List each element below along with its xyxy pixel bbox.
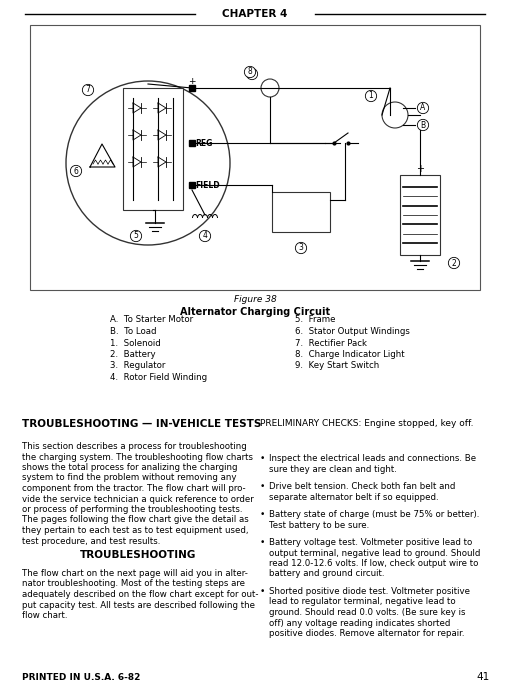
Text: the charging system. The troubleshooting flow charts: the charging system. The troubleshooting… [22, 453, 252, 462]
Text: 5: 5 [133, 232, 138, 240]
Text: sure they are clean and tight.: sure they are clean and tight. [268, 464, 396, 473]
Text: component from the tractor. The flow chart will pro-: component from the tractor. The flow cha… [22, 484, 245, 493]
Text: flow chart.: flow chart. [22, 611, 67, 620]
Text: B.  To Load: B. To Load [110, 327, 156, 336]
Text: system to find the problem without removing any: system to find the problem without remov… [22, 473, 236, 482]
Text: +: + [415, 164, 423, 174]
Bar [123, 88, 183, 210]
Text: 4.  Rotor Field Winding: 4. Rotor Field Winding [110, 373, 207, 382]
Text: 1: 1 [368, 91, 373, 100]
Text: This section describes a process for troubleshooting: This section describes a process for tro… [22, 442, 246, 451]
Text: The flow chart on the next page will aid you in alter-: The flow chart on the next page will aid… [22, 569, 247, 578]
Text: lead to regulator terminal, negative lead to: lead to regulator terminal, negative lea… [268, 598, 455, 607]
Text: Alternator Charging Circuit: Alternator Charging Circuit [180, 307, 329, 317]
Text: separate alternator belt if so equipped.: separate alternator belt if so equipped. [268, 493, 438, 502]
Text: •: • [260, 454, 265, 463]
Text: 6: 6 [73, 166, 78, 175]
Text: 7: 7 [86, 85, 90, 95]
Text: B: B [419, 120, 425, 130]
Text: 2.  Battery: 2. Battery [110, 350, 155, 359]
Text: 2: 2 [451, 258, 456, 267]
Text: test procedure, and test results.: test procedure, and test results. [22, 537, 160, 545]
Text: 4: 4 [202, 232, 207, 240]
Text: REG: REG [194, 139, 212, 148]
Text: 3.  Regulator: 3. Regulator [110, 361, 165, 370]
Text: shows the total process for analizing the charging: shows the total process for analizing th… [22, 463, 237, 472]
Text: vide the service technician a quick reference to order: vide the service technician a quick refe… [22, 495, 253, 504]
Text: or process of performing the troubleshooting tests.: or process of performing the troubleshoo… [22, 505, 242, 514]
Bar [271, 192, 329, 232]
Text: Shorted positive diode test. Voltmeter positive: Shorted positive diode test. Voltmeter p… [268, 587, 469, 596]
Bar [30, 25, 479, 290]
Text: 8: 8 [249, 69, 254, 78]
Text: off) any voltage reading indicates shorted: off) any voltage reading indicates short… [268, 618, 449, 627]
Text: PRINTED IN U.S.A. 6-82: PRINTED IN U.S.A. 6-82 [22, 673, 140, 682]
Text: output terminal, negative lead to ground. Should: output terminal, negative lead to ground… [268, 548, 479, 557]
Text: +: + [188, 76, 195, 85]
Text: ground. Should read 0.0 volts. (Be sure key is: ground. Should read 0.0 volts. (Be sure … [268, 608, 465, 617]
Text: Battery state of charge (must be 75% or better).: Battery state of charge (must be 75% or … [268, 510, 478, 519]
Text: TROUBLESHOOTING — IN-VEHICLE TESTS: TROUBLESHOOTING — IN-VEHICLE TESTS [22, 419, 261, 429]
Text: battery and ground circuit.: battery and ground circuit. [268, 570, 384, 578]
Text: •: • [260, 510, 265, 519]
Text: 5.  Frame: 5. Frame [294, 315, 335, 324]
Text: Inspect the electrical leads and connections. Be: Inspect the electrical leads and connect… [268, 454, 475, 463]
Text: 8.  Charge Indicator Light: 8. Charge Indicator Light [294, 350, 404, 359]
Bar [399, 175, 439, 255]
Text: 3: 3 [298, 243, 303, 253]
Text: Drive belt tension. Check both fan belt and: Drive belt tension. Check both fan belt … [268, 482, 455, 491]
Text: Battery voltage test. Voltmeter positive lead to: Battery voltage test. Voltmeter positive… [268, 538, 471, 547]
Text: Test battery to be sure.: Test battery to be sure. [268, 521, 369, 530]
Text: nator troubleshooting. Most of the testing steps are: nator troubleshooting. Most of the testi… [22, 580, 244, 589]
Text: PRELIMINARY CHECKS: Engine stopped, key off.: PRELIMINARY CHECKS: Engine stopped, key … [260, 420, 472, 429]
Text: FIELD: FIELD [194, 181, 219, 190]
Text: •: • [260, 587, 265, 596]
Text: CHAPTER 4: CHAPTER 4 [222, 9, 287, 19]
Text: 7.  Rectifier Pack: 7. Rectifier Pack [294, 339, 366, 348]
Text: A: A [419, 104, 425, 113]
Text: Figure 38: Figure 38 [233, 295, 276, 304]
Text: TROUBLESHOOTING: TROUBLESHOOTING [80, 550, 196, 560]
Text: 1.  Solenoid: 1. Solenoid [110, 339, 160, 348]
Text: 9.  Key Start Switch: 9. Key Start Switch [294, 361, 379, 370]
Text: positive diodes. Remove alternator for repair.: positive diodes. Remove alternator for r… [268, 629, 464, 638]
Text: read 12.0-12.6 volts. If low, check output wire to: read 12.0-12.6 volts. If low, check outp… [268, 559, 477, 568]
Text: 41: 41 [476, 672, 489, 682]
Text: •: • [260, 482, 265, 491]
Text: 8: 8 [247, 67, 252, 76]
Text: 6.  Stator Output Windings: 6. Stator Output Windings [294, 327, 409, 336]
Text: •: • [260, 538, 265, 547]
Text: adequately described on the flow chart except for out-: adequately described on the flow chart e… [22, 590, 258, 599]
Text: they pertain to each test as to test equipment used,: they pertain to each test as to test equ… [22, 526, 248, 535]
Text: The pages following the flow chart give the detail as: The pages following the flow chart give … [22, 515, 248, 524]
Text: A.  To Starter Motor: A. To Starter Motor [110, 315, 193, 324]
Text: put capacity test. All tests are described following the: put capacity test. All tests are describ… [22, 600, 254, 609]
